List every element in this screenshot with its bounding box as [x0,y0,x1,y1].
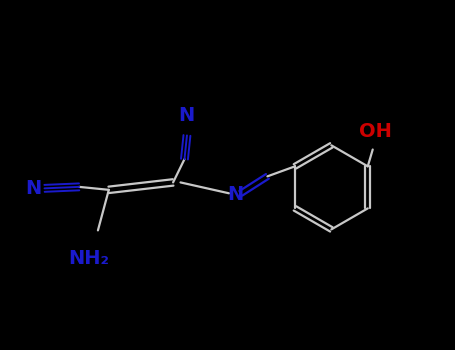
Text: N: N [25,179,41,198]
Text: N: N [178,106,194,125]
Text: OH: OH [359,122,392,141]
Text: NH₂: NH₂ [69,249,110,268]
Text: N: N [227,185,243,204]
